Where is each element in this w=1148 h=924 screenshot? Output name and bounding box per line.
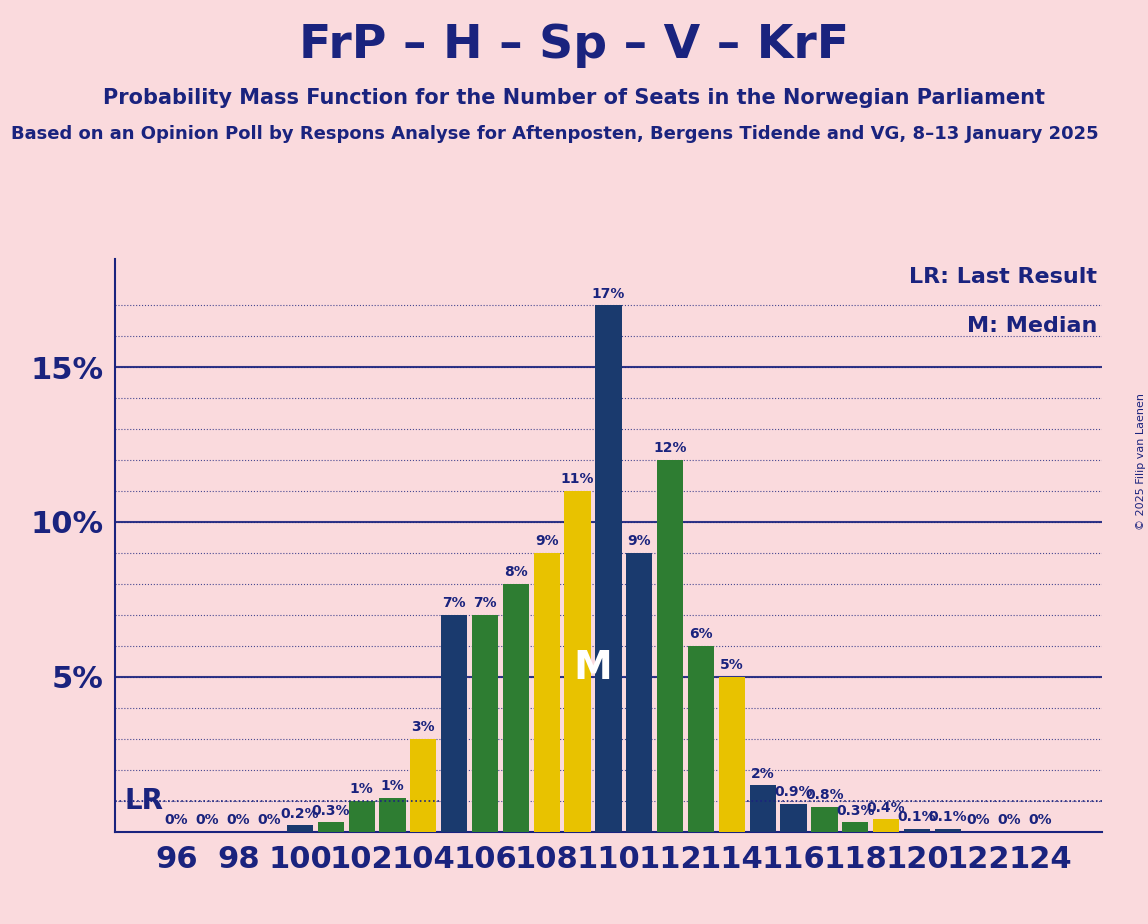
Text: © 2025 Filip van Laenen: © 2025 Filip van Laenen	[1135, 394, 1146, 530]
Text: 0.8%: 0.8%	[805, 788, 844, 802]
Text: 0%: 0%	[195, 813, 219, 827]
Text: LR: Last Result: LR: Last Result	[909, 267, 1097, 287]
Text: LR: LR	[124, 786, 163, 815]
Text: 9%: 9%	[628, 534, 651, 548]
Text: 17%: 17%	[591, 286, 626, 300]
Bar	[657, 460, 683, 832]
Text: M: M	[574, 649, 612, 687]
Bar	[719, 676, 745, 832]
Text: 0%: 0%	[998, 813, 1022, 827]
Text: 0%: 0%	[226, 813, 250, 827]
Bar	[934, 829, 961, 832]
Text: 0%: 0%	[967, 813, 991, 827]
Text: 7%: 7%	[473, 596, 497, 610]
Bar	[688, 646, 714, 832]
Text: 11%: 11%	[561, 472, 595, 486]
Text: 0.3%: 0.3%	[311, 804, 350, 818]
Text: 0%: 0%	[164, 813, 188, 827]
Bar	[349, 800, 374, 832]
Bar	[472, 614, 498, 832]
Bar	[287, 825, 313, 832]
Bar	[379, 797, 405, 832]
Bar	[843, 822, 868, 832]
Text: 0.3%: 0.3%	[836, 804, 875, 818]
Text: FrP – H – Sp – V – KrF: FrP – H – Sp – V – KrF	[298, 23, 850, 68]
Bar	[812, 807, 838, 832]
Text: 6%: 6%	[689, 627, 713, 641]
Bar	[565, 491, 591, 832]
Text: 0%: 0%	[1029, 813, 1053, 827]
Text: Based on an Opinion Poll by Respons Analyse for Aftenposten, Bergens Tidende and: Based on an Opinion Poll by Respons Anal…	[11, 125, 1099, 142]
Bar	[410, 738, 436, 832]
Text: M: Median: M: Median	[967, 316, 1097, 336]
Bar	[441, 614, 467, 832]
Text: 0%: 0%	[257, 813, 281, 827]
Text: 0.4%: 0.4%	[867, 800, 906, 815]
Text: 5%: 5%	[720, 658, 744, 672]
Bar	[626, 553, 652, 832]
Text: 7%: 7%	[442, 596, 466, 610]
Bar	[318, 822, 344, 832]
Bar	[534, 553, 560, 832]
Text: Probability Mass Function for the Number of Seats in the Norwegian Parliament: Probability Mass Function for the Number…	[103, 88, 1045, 108]
Bar	[750, 785, 776, 832]
Bar	[903, 829, 930, 832]
Text: 3%: 3%	[411, 720, 435, 734]
Bar	[872, 820, 899, 832]
Text: 12%: 12%	[653, 442, 687, 456]
Bar	[503, 584, 529, 832]
Text: 0.2%: 0.2%	[280, 807, 319, 821]
Text: 0.9%: 0.9%	[774, 785, 813, 799]
Bar	[781, 804, 807, 832]
Text: 0.1%: 0.1%	[929, 809, 967, 824]
Text: 9%: 9%	[535, 534, 559, 548]
Text: 0.1%: 0.1%	[898, 809, 937, 824]
Text: 1%: 1%	[350, 782, 373, 796]
Text: 1%: 1%	[381, 779, 404, 793]
Bar	[596, 305, 621, 832]
Text: 8%: 8%	[504, 565, 528, 579]
Text: 2%: 2%	[751, 767, 775, 781]
